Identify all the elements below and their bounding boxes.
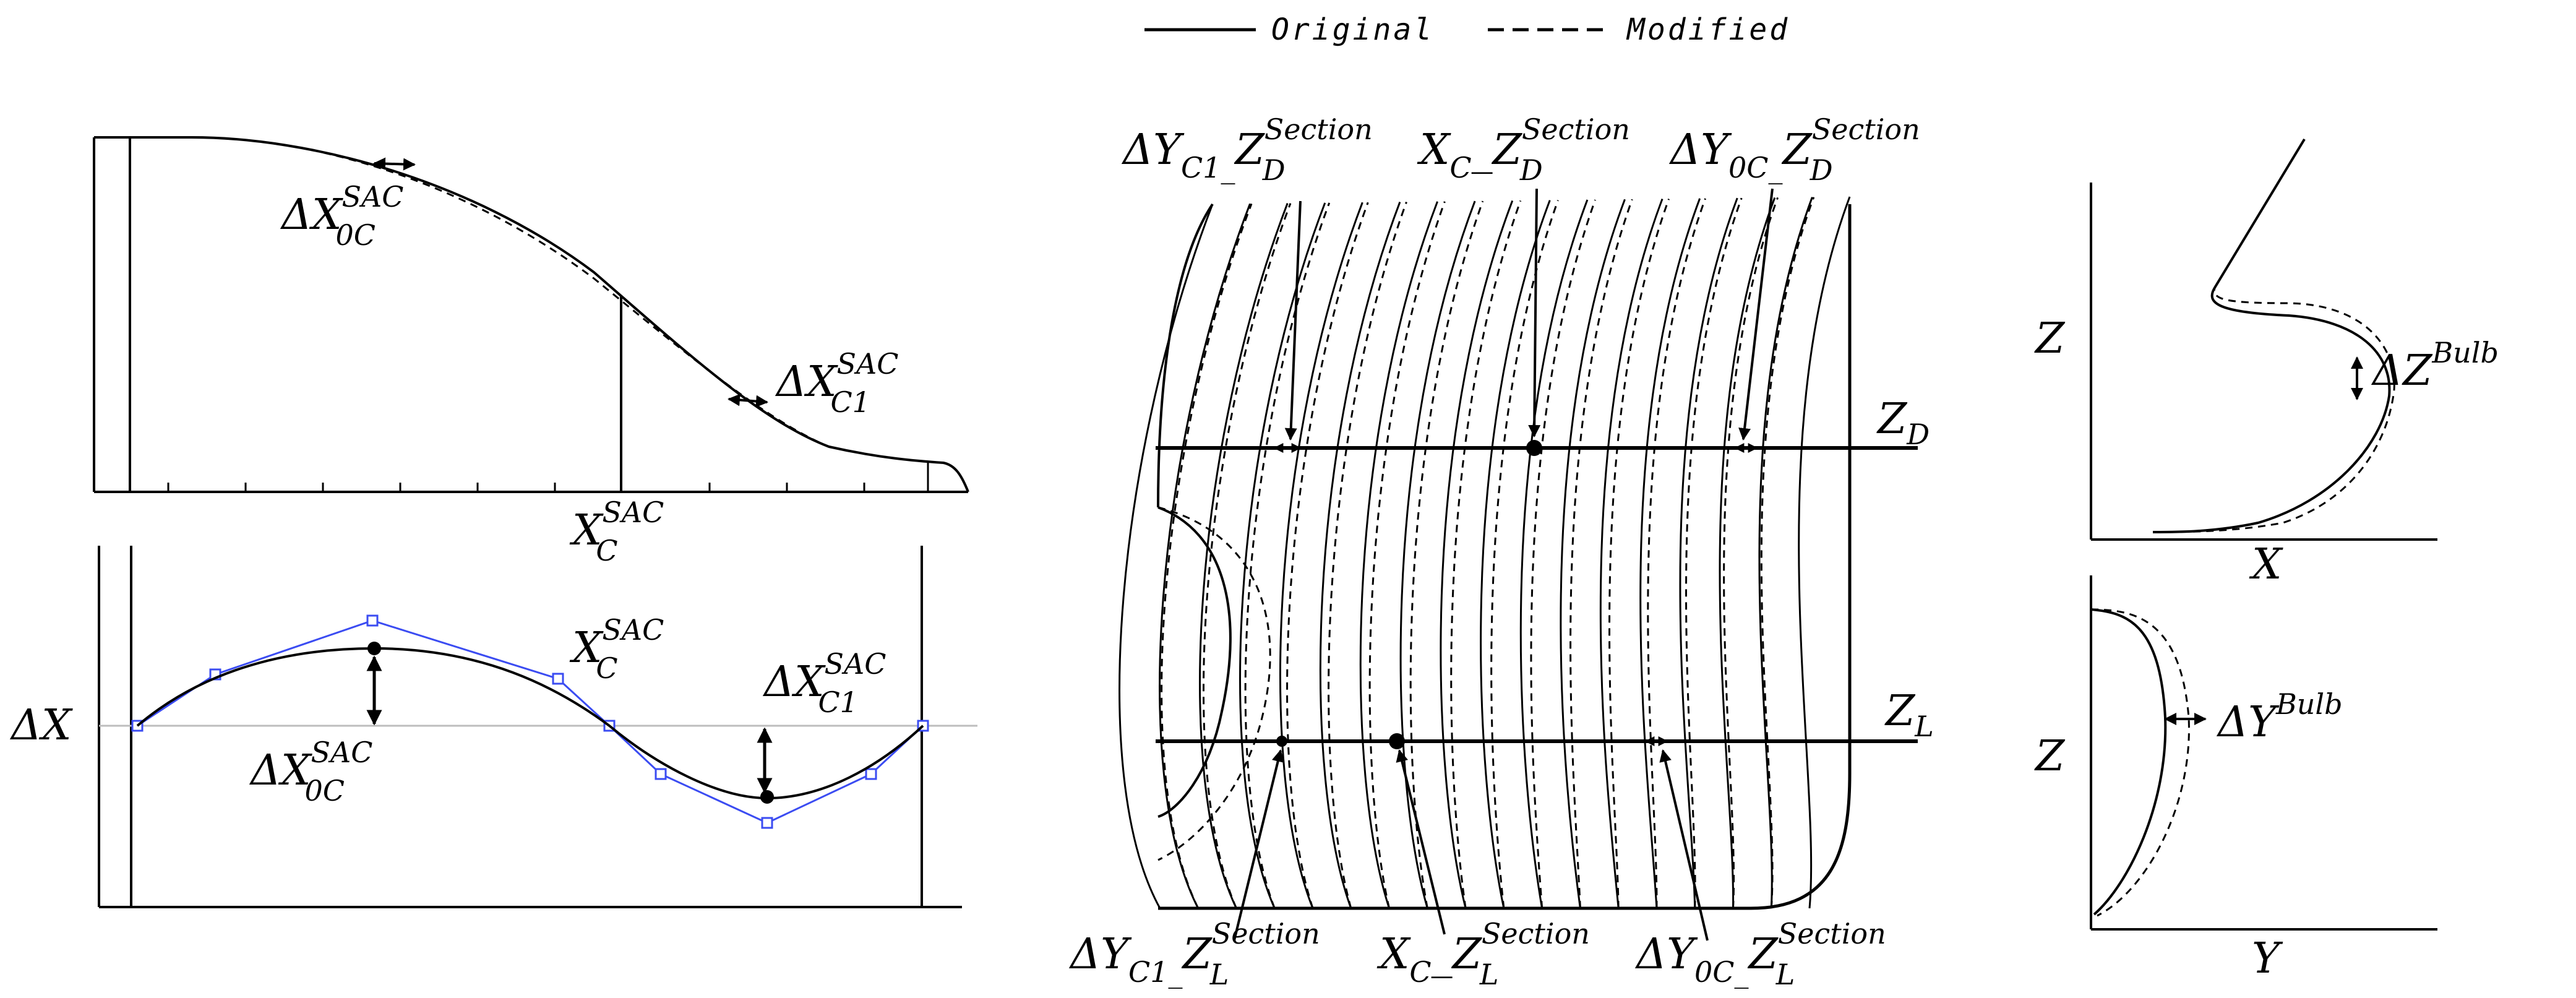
section-line-original	[1319, 201, 1401, 909]
zl-xc-point	[1389, 733, 1405, 749]
leader-bottom-dyc1	[1233, 749, 1284, 941]
section-line-modified	[1490, 200, 1559, 909]
section-line-original	[1798, 196, 1851, 909]
stern-profile	[1157, 203, 1214, 508]
body-plan: ZD ZL ΔYC1_ZSection D XC_ZSection D ΔY0C_Z…	[1068, 113, 1934, 991]
section-line-original	[1560, 199, 1626, 909]
section-line-modified	[1647, 198, 1706, 909]
bulb-profile-panel: Z X ΔZBulb	[2034, 138, 2499, 589]
sac-panel: ΔXSAC 0C ΔXSAC C1 XSAC C	[93, 136, 969, 567]
leader-top-dyc1	[1284, 200, 1302, 441]
body-plan-sections-modified	[1161, 197, 1815, 909]
sac-panel-ticks	[167, 483, 865, 492]
bottom-label-xc: XC_ZSection L	[1376, 917, 1590, 991]
section-line-modified	[1723, 197, 1779, 909]
bulb-section-original	[2090, 608, 2167, 916]
section-line-modified	[1202, 203, 1292, 909]
section-line-modified	[1608, 199, 1670, 909]
section-line-original	[1159, 203, 1251, 909]
section-line-original	[1399, 200, 1476, 909]
legend-modified-label: Modified	[1626, 12, 1790, 47]
section-line-original	[1440, 200, 1514, 909]
delta-label-xc: XSAC C	[569, 613, 664, 685]
delta-x-panel: ΔX XSAC C ΔXSAC C1 ΔXSAC 0C	[9, 546, 977, 908]
delta-point-trough	[760, 790, 774, 804]
bulb-profile-original	[2152, 138, 2391, 533]
top-label-dy0c: ΔY0C_ZSection D	[1668, 113, 1920, 187]
section-line-original	[1199, 203, 1289, 909]
sac-curve-original	[130, 136, 969, 493]
section-line-modified	[1244, 202, 1331, 909]
delta-label-dxc1: ΔXSAC C1	[762, 647, 886, 719]
bottom-label-dyc1: ΔYC1_ZSection L	[1068, 917, 1320, 991]
zd-xc-point	[1526, 440, 1542, 456]
sac-dx0c-arrow	[373, 157, 416, 171]
section-line-original	[1639, 198, 1701, 909]
level-label-zd: ZD	[1876, 395, 1930, 451]
bulb-section-z-label: Z	[2034, 732, 2066, 781]
bottom-label-dy0c: ΔY0C_ZSection L	[1634, 917, 1886, 991]
delta-label-dx0c: ΔXSAC 0C	[249, 736, 372, 807]
section-line-modified	[1368, 201, 1446, 909]
section-line-modified	[1685, 197, 1743, 909]
bulb-profile-z-label: Z	[2034, 314, 2066, 363]
dz-bulb-label: ΔZBulb	[2371, 336, 2499, 395]
section-line-modified	[1760, 197, 1815, 909]
bulb-outline-inner	[1157, 506, 1232, 818]
sac-dxc1-arrow	[728, 394, 768, 408]
leader-bottom-xc	[1396, 749, 1446, 935]
sac-label-xc: XSAC C	[569, 496, 664, 567]
bulb-section-y-label: Y	[2252, 934, 2283, 983]
leader-top-xc	[1528, 188, 1541, 437]
delta-axis-label: ΔX	[9, 701, 73, 750]
section-line-original	[1719, 197, 1776, 909]
section-line-modified	[1450, 200, 1522, 909]
section-line-original	[1599, 199, 1664, 909]
zl-dyc1-point	[1276, 736, 1287, 747]
legend-original-label: Original	[1271, 12, 1434, 47]
section-line-modified	[1530, 199, 1596, 909]
section-line-original	[1480, 200, 1551, 909]
bulb-section-panel: Z Y ΔYBulb	[2034, 575, 2437, 983]
hull-boundary	[1158, 204, 1852, 910]
sac-curve-modified	[130, 136, 944, 464]
section-line-original	[1519, 199, 1589, 909]
sac-label-dx0c: ΔXSAC 0C	[280, 180, 403, 252]
section-line-modified	[1286, 202, 1369, 909]
level-label-zl: ZL	[1884, 687, 1934, 743]
sac-label-dxc1: ΔXSAC C1	[775, 347, 898, 419]
body-plan-sections-original	[1118, 196, 1852, 910]
delta-curve	[136, 647, 924, 800]
section-line-original	[1279, 202, 1363, 909]
bulb-profile-modified	[2152, 139, 2395, 533]
legend: Original Modified	[1144, 12, 1790, 47]
leader-bottom-dy0c	[1659, 749, 1709, 941]
leader-top-dy0c	[1738, 188, 1774, 441]
section-line-modified	[1569, 199, 1633, 909]
bulb-section-modified	[2090, 608, 2190, 917]
section-line-original	[1359, 201, 1438, 909]
bulb-profile-x-label: X	[2249, 540, 2283, 589]
section-line-original	[1679, 197, 1738, 909]
section-line-modified	[1161, 203, 1253, 909]
section-line-modified	[1328, 201, 1407, 909]
section-line-original	[1118, 204, 1214, 909]
top-label-dyc1: ΔYC1_ZSection D	[1121, 113, 1373, 187]
section-line-original	[1239, 202, 1326, 909]
section-line-original	[1758, 197, 1813, 909]
dy-bulb-label: ΔYBulb	[2216, 687, 2343, 747]
delta-point-xc-peak	[367, 642, 381, 655]
section-line-modified	[1409, 200, 1484, 909]
control-points	[131, 614, 929, 829]
bulb-outline-outer	[1157, 506, 1271, 861]
top-label-xc: XC_ZSection D	[1417, 113, 1630, 187]
